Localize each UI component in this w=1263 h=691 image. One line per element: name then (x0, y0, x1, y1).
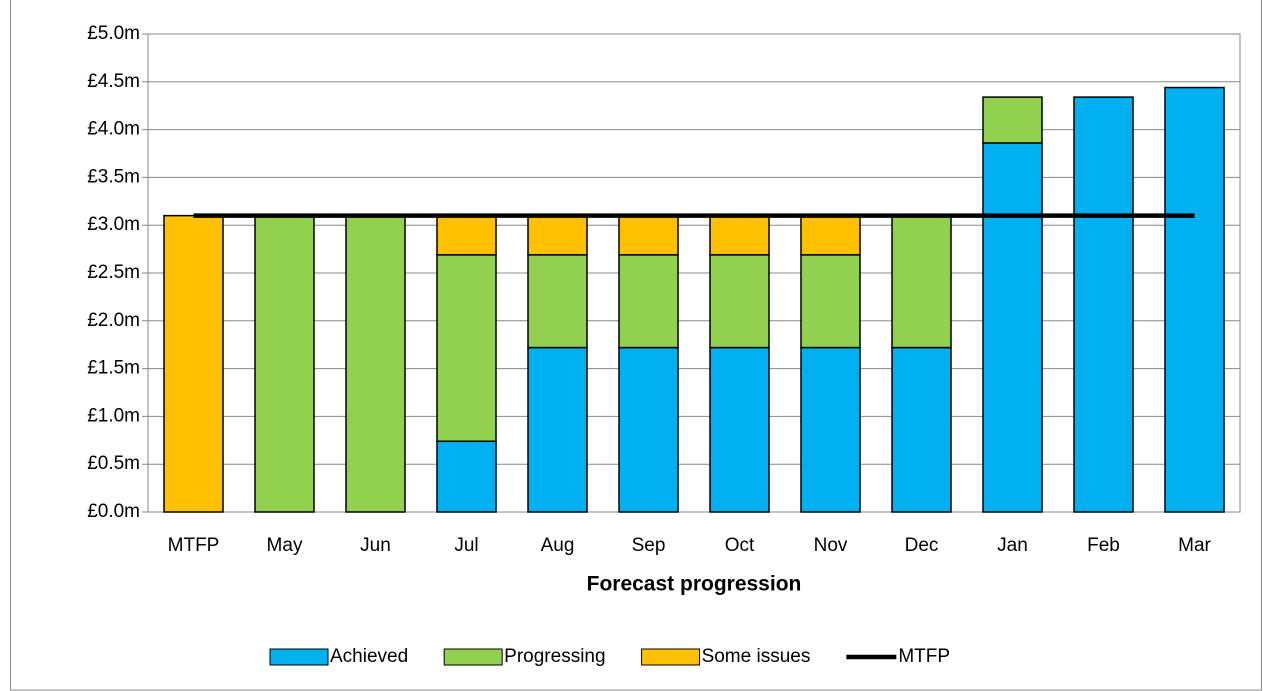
y-tick-label: £2.5m (87, 262, 140, 283)
bar-segment (163, 214, 224, 513)
x-tick-label: Aug (541, 535, 575, 556)
x-tick-label: Feb (1087, 535, 1120, 556)
y-tick-label: £1.5m (87, 358, 140, 379)
x-tick-label: MTFP (168, 535, 220, 556)
bar-segment (436, 254, 497, 443)
x-axis-title: Forecast progression (587, 573, 802, 596)
bar-segment (618, 254, 679, 349)
y-tick-label: £2.0m (87, 310, 140, 331)
bar-segment (709, 214, 770, 256)
y-tick-label: £3.0m (87, 214, 140, 235)
legend-label: Progressing (504, 646, 605, 667)
bar-segment (800, 346, 861, 513)
bar-segment (709, 346, 770, 513)
bar-segment (436, 214, 497, 256)
bar-segment (1164, 86, 1225, 513)
bar-segment (618, 214, 679, 256)
bar-segment (527, 346, 588, 513)
bar-segment (436, 440, 497, 513)
y-tick-label: £4.0m (87, 119, 140, 140)
bar-segment (254, 214, 315, 513)
legend-swatch (269, 648, 329, 666)
bar-segment (618, 346, 679, 513)
x-tick-label: Oct (725, 535, 755, 556)
legend-swatch (443, 648, 503, 666)
bar-segment (1073, 96, 1134, 513)
bar-segment (709, 254, 770, 349)
y-tick-label: £0.5m (87, 453, 140, 474)
bar-segment (891, 346, 952, 513)
chart-frame (10, 0, 1262, 691)
x-tick-label: May (267, 535, 303, 556)
bar-segment (982, 96, 1043, 144)
bar-segment (800, 254, 861, 349)
x-tick-label: Dec (905, 535, 939, 556)
x-tick-label: Jul (454, 535, 478, 556)
x-tick-label: Sep (632, 535, 666, 556)
y-tick-label: £0.0m (87, 501, 140, 522)
bar-segment (982, 142, 1043, 513)
legend-label: Some issues (702, 646, 811, 667)
y-tick-label: £5.0m (87, 23, 140, 44)
y-tick-label: £4.5m (87, 71, 140, 92)
y-tick-label: £1.0m (87, 405, 140, 426)
bar-segment (345, 214, 406, 513)
bar-segment (527, 214, 588, 256)
bar-segment (891, 214, 952, 349)
legend-label: MTFP (898, 646, 950, 667)
y-tick-label: £3.5m (87, 166, 140, 187)
legend-swatch (641, 648, 701, 666)
x-tick-label: Jun (360, 535, 391, 556)
x-tick-label: Mar (1178, 535, 1211, 556)
x-tick-label: Nov (814, 535, 848, 556)
bar-segment (800, 214, 861, 256)
x-tick-label: Jan (997, 535, 1028, 556)
legend-label: Achieved (330, 646, 408, 667)
bar-segment (527, 254, 588, 349)
